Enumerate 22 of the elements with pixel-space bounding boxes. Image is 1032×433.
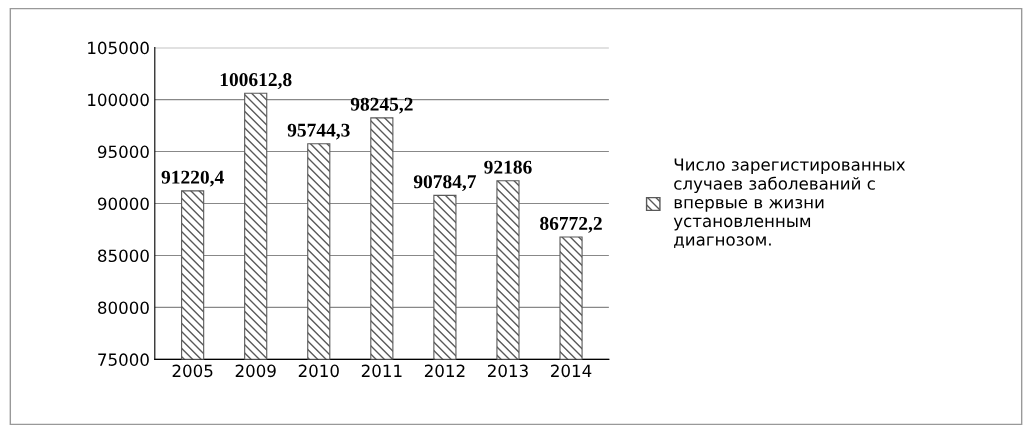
- legend-label: Число зарегистированных случаев заболеваний с впервые в жизни установленным диагнозом.: [673, 158, 906, 248]
- x-tick-label: 2011: [361, 364, 402, 378]
- y-tick-label: 105000: [88, 41, 149, 55]
- data-label: 95744,3: [287, 123, 350, 140]
- x-tick-label: 2009: [235, 364, 276, 378]
- x-tick-label: 2010: [298, 364, 339, 378]
- data-label: 91220,4: [161, 170, 224, 187]
- data-label: 100612,8: [220, 73, 292, 89]
- y-tick-label: 85000: [98, 249, 149, 263]
- data-label: 98245,2: [350, 97, 413, 114]
- y-tick-label: 90000: [97, 197, 149, 211]
- x-tick-label: 2014: [551, 364, 592, 378]
- y-tick-label: 95000: [97, 145, 149, 159]
- data-label: 92186: [484, 160, 532, 174]
- data-label: 86772,2: [540, 216, 602, 233]
- x-tick-label: 2012: [424, 364, 465, 378]
- y-tick-label: 80000: [98, 301, 149, 314]
- y-tick-label: 75000: [98, 353, 149, 366]
- x-tick-label: 2013: [487, 364, 528, 378]
- y-tick-label: 100000: [88, 93, 149, 107]
- x-tick-label: 2005: [172, 364, 213, 378]
- data-label: 90784,7: [413, 175, 477, 192]
